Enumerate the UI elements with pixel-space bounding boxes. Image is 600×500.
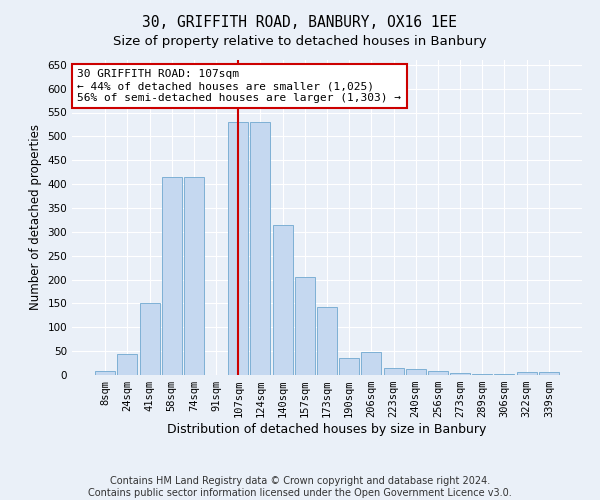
Text: 30, GRIFFITH ROAD, BANBURY, OX16 1EE: 30, GRIFFITH ROAD, BANBURY, OX16 1EE bbox=[143, 15, 458, 30]
Bar bbox=[317, 306, 337, 375]
Bar bbox=[383, 368, 404, 375]
Bar bbox=[162, 177, 182, 375]
Bar bbox=[272, 224, 293, 375]
Text: Contains HM Land Registry data © Crown copyright and database right 2024.
Contai: Contains HM Land Registry data © Crown c… bbox=[88, 476, 512, 498]
Bar bbox=[95, 371, 115, 375]
Bar bbox=[140, 304, 160, 375]
Bar bbox=[250, 122, 271, 375]
Bar bbox=[450, 372, 470, 375]
Bar bbox=[361, 352, 382, 375]
Bar bbox=[406, 369, 426, 375]
Text: Size of property relative to detached houses in Banbury: Size of property relative to detached ho… bbox=[113, 35, 487, 48]
Bar bbox=[118, 354, 137, 375]
Bar bbox=[539, 372, 559, 375]
Bar bbox=[295, 277, 315, 375]
Bar bbox=[472, 374, 492, 375]
Text: 30 GRIFFITH ROAD: 107sqm
← 44% of detached houses are smaller (1,025)
56% of sem: 30 GRIFFITH ROAD: 107sqm ← 44% of detach… bbox=[77, 70, 401, 102]
Bar bbox=[339, 358, 359, 375]
Bar bbox=[494, 374, 514, 375]
Y-axis label: Number of detached properties: Number of detached properties bbox=[29, 124, 42, 310]
Bar bbox=[517, 372, 536, 375]
Bar bbox=[428, 371, 448, 375]
X-axis label: Distribution of detached houses by size in Banbury: Distribution of detached houses by size … bbox=[167, 423, 487, 436]
Bar bbox=[184, 177, 204, 375]
Bar bbox=[228, 122, 248, 375]
